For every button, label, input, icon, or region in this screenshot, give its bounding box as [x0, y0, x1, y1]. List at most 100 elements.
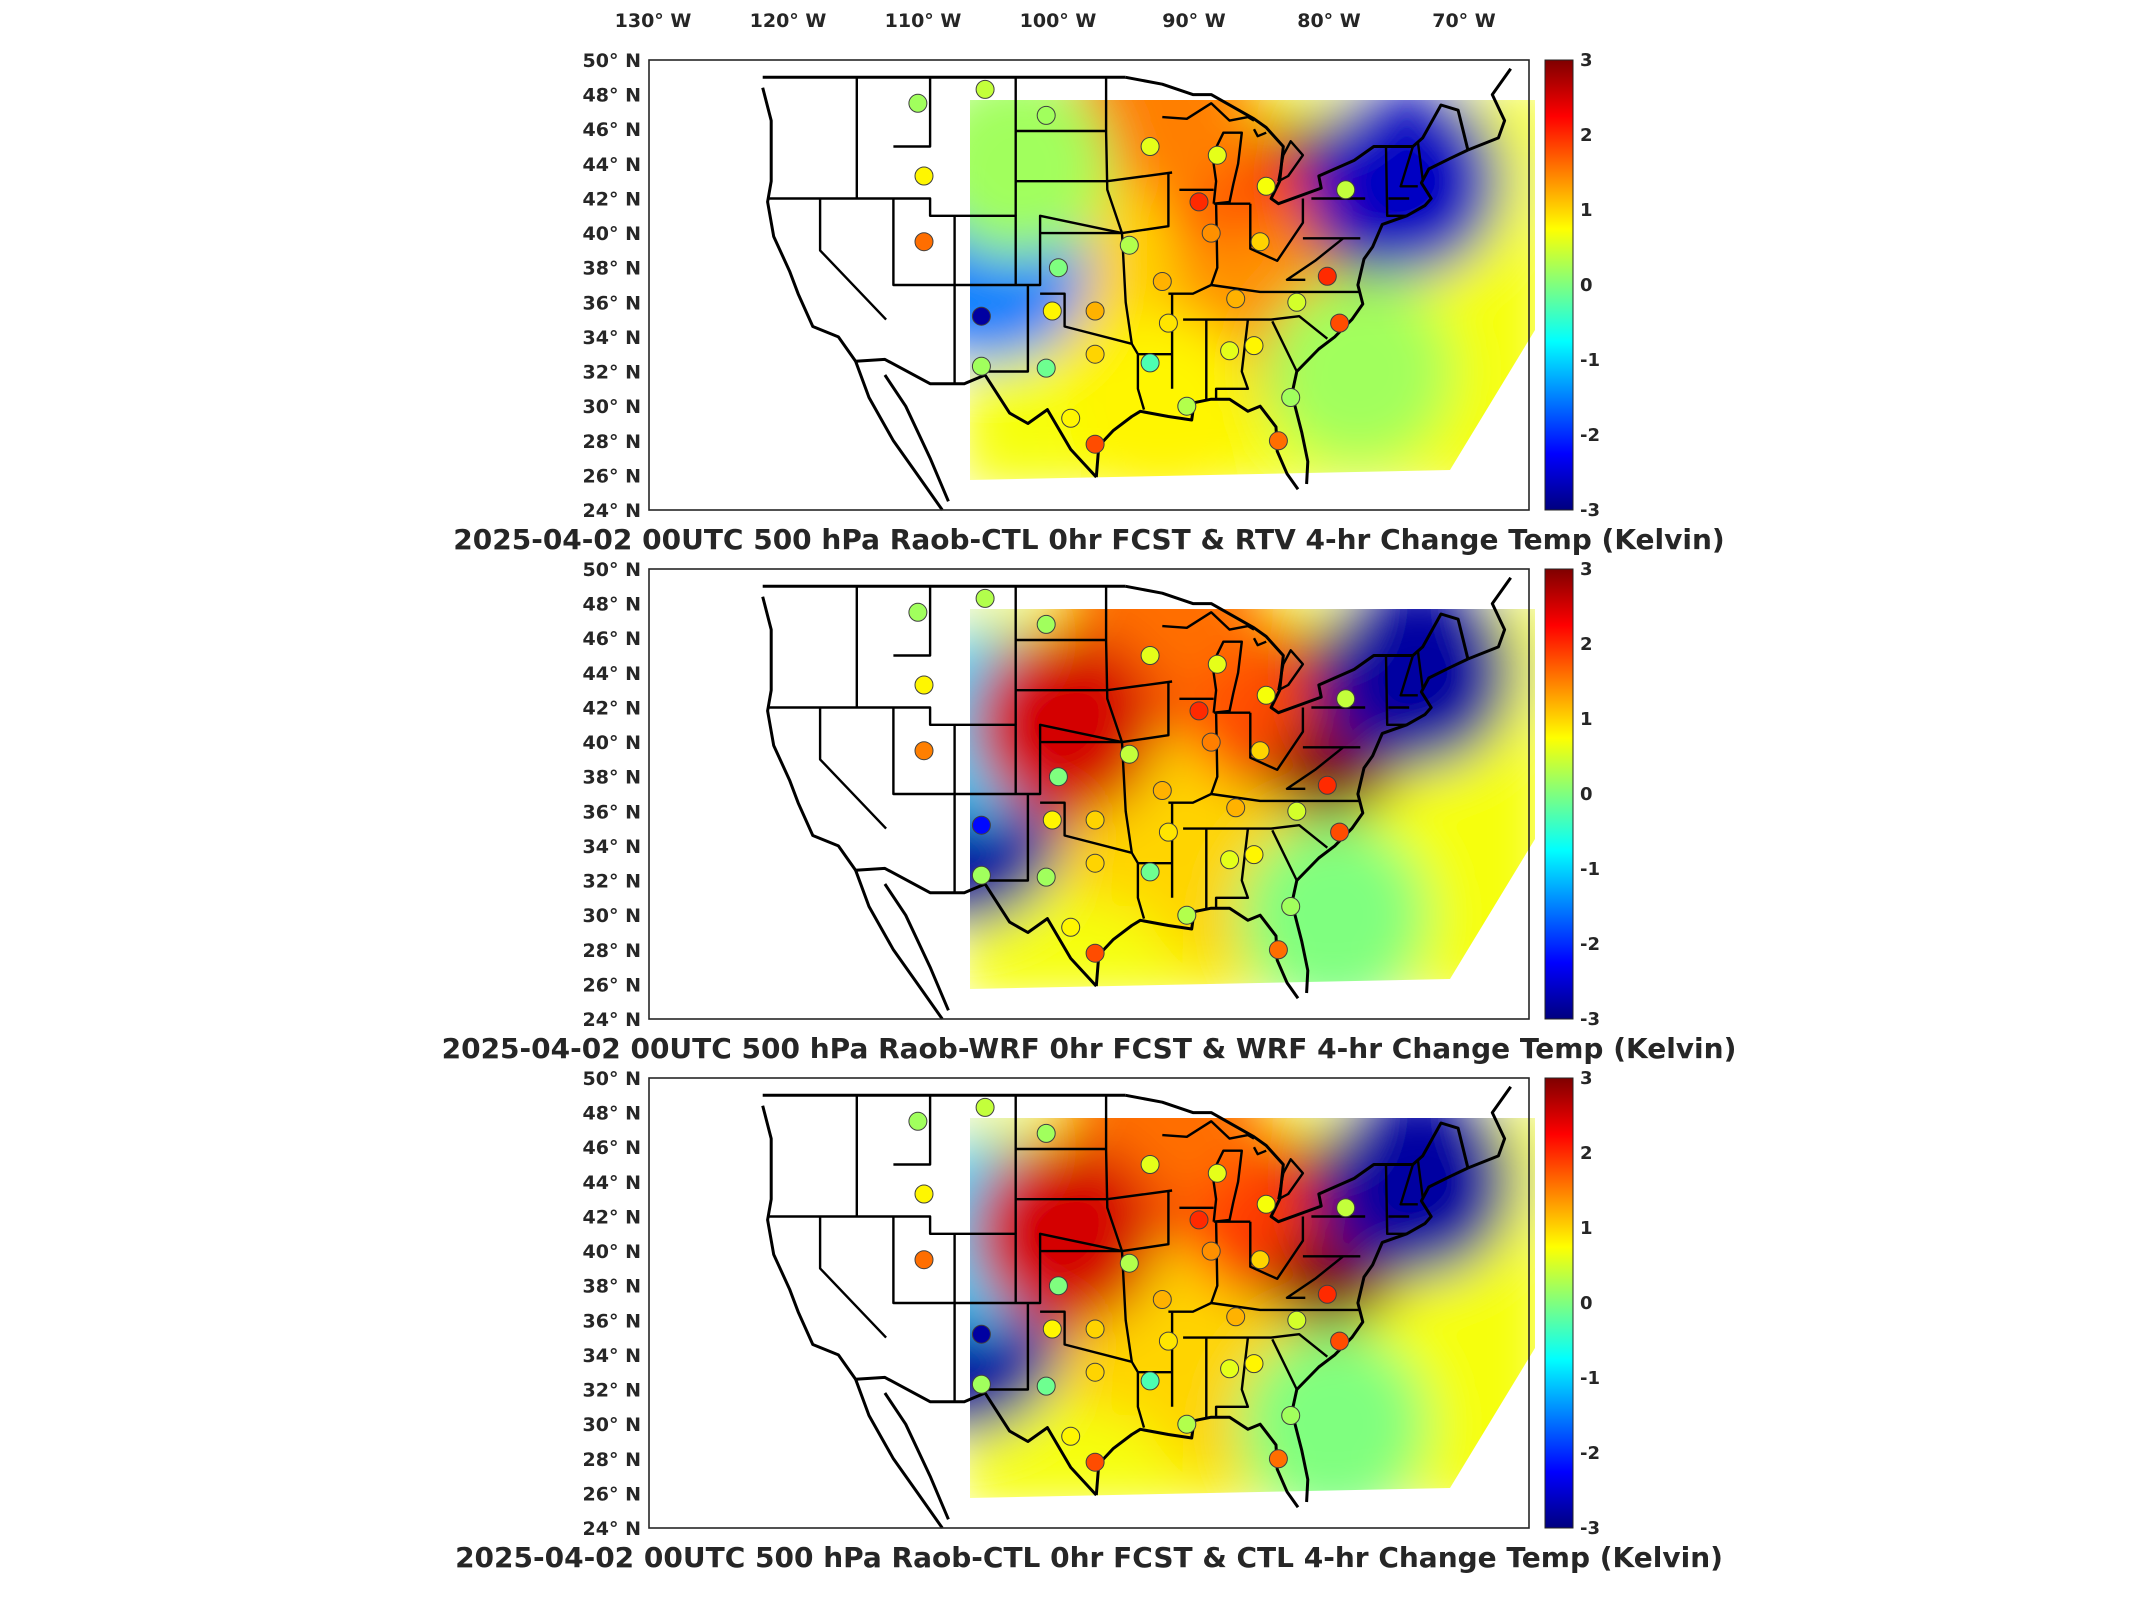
colorbar-tick-label: -3: [1580, 1518, 1600, 1539]
lat-tick-label: 34° N: [583, 327, 641, 349]
state-border: [1168, 792, 1360, 804]
raob-station-marker: [1207, 1163, 1227, 1183]
raob-station-marker: [1119, 235, 1139, 255]
state-border: [1183, 824, 1329, 849]
lat-tick-label: 36° N: [583, 1310, 641, 1332]
colorbar-tick-label: 3: [1580, 559, 1593, 580]
raob-stations: [908, 588, 1356, 963]
lat-tick-label: 46° N: [583, 1137, 641, 1159]
raob-station-marker: [1152, 1290, 1172, 1309]
state-border: [1210, 203, 1219, 286]
raob-station-marker: [1268, 431, 1288, 451]
raob-station-marker: [1287, 292, 1307, 312]
lat-tick-label: 44° N: [583, 663, 641, 685]
raob-station-marker: [1207, 145, 1227, 165]
field-blob: [1324, 1118, 1514, 1277]
raob-station-marker: [975, 79, 995, 99]
state-border: [768, 197, 1017, 285]
state-border: [1121, 1190, 1170, 1253]
lat-tick-label: 46° N: [583, 119, 641, 141]
raob-station-marker: [1226, 1307, 1246, 1327]
coastline: [1467, 67, 1512, 152]
raob-station-marker: [1244, 336, 1264, 356]
raob-station-marker: [1061, 1426, 1081, 1446]
colorbar-ticks: 3 2 1 0 -1 -2 -3: [1580, 559, 1600, 1030]
raob-station-marker: [908, 1111, 928, 1131]
state-border: [1249, 198, 1305, 262]
raob-station-marker: [1207, 654, 1227, 674]
state-border: [1183, 1333, 1329, 1358]
raob-station-marker: [1281, 388, 1301, 407]
coastline: [761, 1105, 857, 1381]
state-border: [1211, 1149, 1244, 1223]
raob-station-marker: [1317, 266, 1337, 286]
raob-station-marker: [1220, 341, 1240, 361]
raob-station-marker: [1330, 822, 1350, 842]
raob-station-marker: [1036, 105, 1056, 125]
state-border: [1252, 128, 1267, 138]
state-border: [1416, 141, 1424, 180]
raob-station-marker: [1244, 1354, 1264, 1374]
field-blob: [1067, 311, 1258, 480]
state-border: [1040, 292, 1146, 410]
raob-station-marker: [1085, 943, 1105, 963]
lat-tick-label: 36° N: [583, 801, 641, 823]
raob-station-marker: [1036, 358, 1056, 378]
state-border: [1277, 1158, 1305, 1201]
raob-station-marker: [1177, 905, 1197, 925]
lat-tick-label: 38° N: [583, 258, 641, 280]
state-border: [893, 1095, 932, 1166]
state-border: [1121, 681, 1170, 744]
state-border: [1162, 611, 1255, 631]
raob-station-marker: [971, 865, 991, 885]
latitude-axis: 50° N 48° N 46° N 44° N 42° N 40° N 38° N 36° N…: [583, 50, 641, 522]
colorbar-tick-label: 1: [1580, 200, 1593, 221]
raob-station-marker: [1189, 1210, 1209, 1230]
lat-tick-label: 38° N: [583, 767, 641, 789]
state-border: [1210, 712, 1219, 795]
state-border: [1214, 319, 1250, 400]
state-border: [983, 285, 1030, 373]
state-border: [983, 794, 1030, 882]
raob-station-marker: [1158, 313, 1178, 333]
raob-station-marker: [1220, 850, 1240, 870]
state-border: [768, 706, 1017, 794]
lat-tick-label: 28° N: [583, 1449, 641, 1471]
lon-tick-label: 110° W: [885, 10, 962, 32]
state-border: [1416, 1159, 1424, 1198]
coastline: [855, 866, 1098, 988]
lat-tick-label: 30° N: [583, 1414, 641, 1436]
raob-station-marker: [971, 815, 991, 835]
state-border: [818, 707, 887, 830]
raob-station-marker: [1177, 1414, 1197, 1434]
state-border: [1104, 586, 1133, 853]
raob-station-marker: [1085, 1319, 1105, 1339]
raob-station-marker: [1042, 1319, 1062, 1339]
lon-tick-label: 120° W: [750, 10, 827, 32]
lon-tick-label: 100° W: [1020, 10, 1097, 32]
lat-tick-label: 48° N: [583, 594, 641, 616]
raob-station-marker: [1119, 1253, 1139, 1273]
state-border: [893, 77, 932, 148]
field-blob: [970, 1138, 1160, 1329]
raob-station-marker: [914, 1250, 934, 1270]
lat-tick-label: 50° N: [583, 50, 641, 72]
raob-station-marker: [1140, 646, 1160, 665]
colorbar-tick-label: -1: [1580, 859, 1600, 880]
field-blob: [970, 629, 1160, 820]
lat-tick-label: 26° N: [583, 465, 641, 487]
state-border: [1015, 1189, 1173, 1201]
coastline: [854, 1378, 944, 1529]
raob-station-marker: [1281, 897, 1301, 916]
colorbar-tick-label: -3: [1580, 1009, 1600, 1030]
state-border: [1285, 1255, 1344, 1299]
raob-station-marker: [1048, 1276, 1068, 1296]
colorbar-tick-label: -2: [1580, 425, 1600, 446]
state-border: [1271, 320, 1298, 373]
raob-station-marker: [1201, 223, 1221, 243]
lat-tick-label: 36° N: [583, 292, 641, 314]
lat-tick-label: 42° N: [583, 1207, 641, 1229]
state-border: [1121, 172, 1170, 235]
state-border: [892, 1216, 1123, 1305]
raob-station-marker: [1085, 434, 1105, 454]
